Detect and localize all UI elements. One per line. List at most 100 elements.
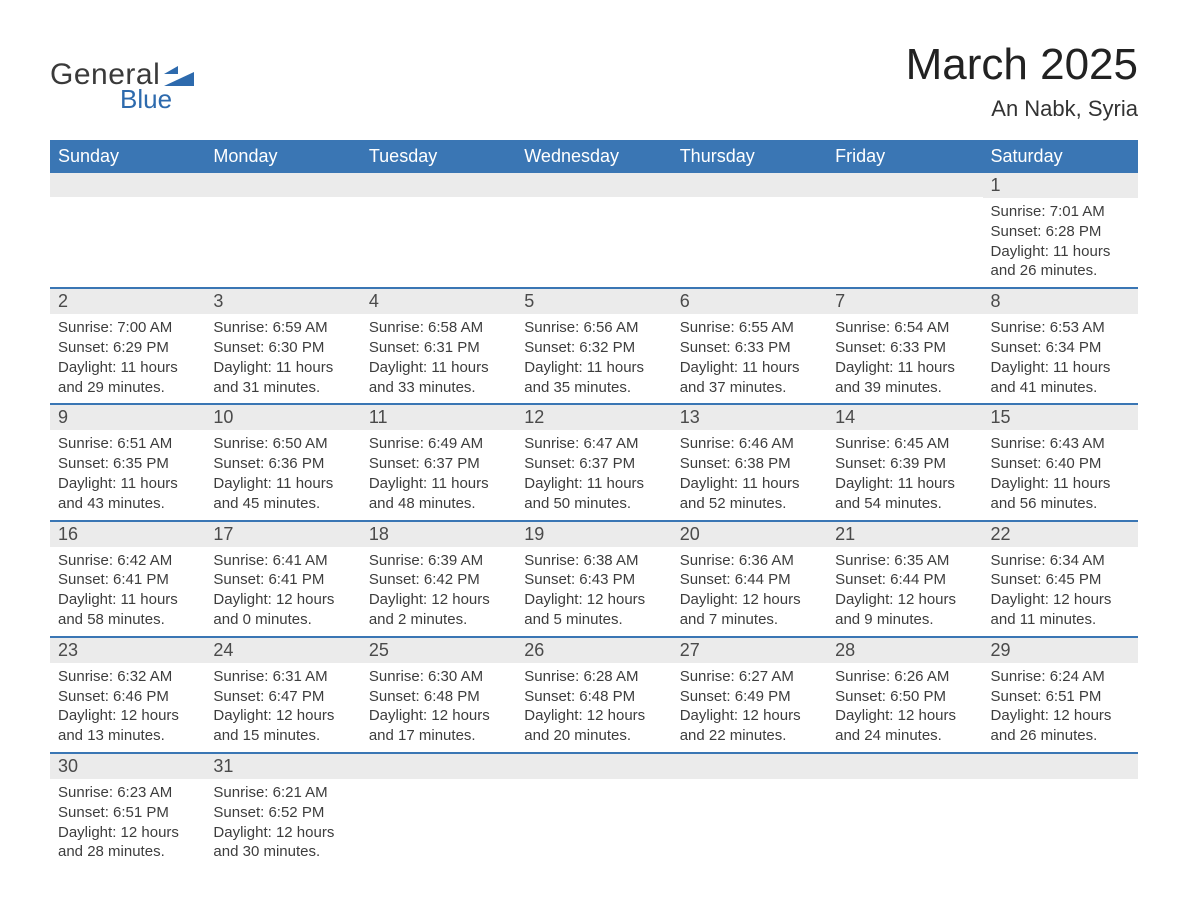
sunset-line: Sunset: 6:44 PM [835, 570, 974, 590]
sunrise-line: Sunrise: 6:42 AM [58, 551, 197, 571]
calendar-cell: 14Sunrise: 6:45 AMSunset: 6:39 PMDayligh… [827, 403, 982, 519]
day-details: Sunrise: 6:56 AMSunset: 6:32 PMDaylight:… [516, 314, 671, 403]
empty-day [50, 173, 205, 197]
sunset-line: Sunset: 6:43 PM [524, 570, 663, 590]
day-number: 11 [361, 403, 516, 430]
day-details: Sunrise: 6:26 AMSunset: 6:50 PMDaylight:… [827, 663, 982, 752]
day-number: 4 [361, 287, 516, 314]
daylight-line: Daylight: 11 hours and 56 minutes. [991, 474, 1130, 514]
sunrise-line: Sunrise: 6:53 AM [991, 318, 1130, 338]
sunrise-line: Sunrise: 6:43 AM [991, 434, 1130, 454]
sunrise-line: Sunrise: 6:58 AM [369, 318, 508, 338]
calendar-cell: 11Sunrise: 6:49 AMSunset: 6:37 PMDayligh… [361, 403, 516, 519]
day-details: Sunrise: 7:00 AMSunset: 6:29 PMDaylight:… [50, 314, 205, 403]
calendar-cell: 29Sunrise: 6:24 AMSunset: 6:51 PMDayligh… [983, 636, 1138, 752]
daylight-line: Daylight: 11 hours and 31 minutes. [213, 358, 352, 398]
weekday-header-row: SundayMondayTuesdayWednesdayThursdayFrid… [50, 140, 1138, 173]
daylight-line: Daylight: 12 hours and 11 minutes. [991, 590, 1130, 630]
day-number: 26 [516, 636, 671, 663]
weekday-header: Friday [827, 140, 982, 173]
sunrise-line: Sunrise: 6:28 AM [524, 667, 663, 687]
sunset-line: Sunset: 6:47 PM [213, 687, 352, 707]
calendar-cell: 2Sunrise: 7:00 AMSunset: 6:29 PMDaylight… [50, 287, 205, 403]
calendar-cell [672, 173, 827, 287]
empty-day [361, 752, 516, 779]
calendar-cell: 22Sunrise: 6:34 AMSunset: 6:45 PMDayligh… [983, 520, 1138, 636]
empty-day [827, 173, 982, 197]
daylight-line: Daylight: 12 hours and 9 minutes. [835, 590, 974, 630]
day-details: Sunrise: 6:32 AMSunset: 6:46 PMDaylight:… [50, 663, 205, 752]
day-number: 5 [516, 287, 671, 314]
weekday-header: Saturday [983, 140, 1138, 173]
calendar-cell: 20Sunrise: 6:36 AMSunset: 6:44 PMDayligh… [672, 520, 827, 636]
calendar-week-row: 9Sunrise: 6:51 AMSunset: 6:35 PMDaylight… [50, 403, 1138, 519]
day-details: Sunrise: 7:01 AMSunset: 6:28 PMDaylight:… [983, 198, 1138, 287]
sunset-line: Sunset: 6:49 PM [680, 687, 819, 707]
calendar-cell: 13Sunrise: 6:46 AMSunset: 6:38 PMDayligh… [672, 403, 827, 519]
day-number: 17 [205, 520, 360, 547]
calendar-cell: 8Sunrise: 6:53 AMSunset: 6:34 PMDaylight… [983, 287, 1138, 403]
calendar-cell: 23Sunrise: 6:32 AMSunset: 6:46 PMDayligh… [50, 636, 205, 752]
day-number: 18 [361, 520, 516, 547]
sunset-line: Sunset: 6:32 PM [524, 338, 663, 358]
sunset-line: Sunset: 6:51 PM [991, 687, 1130, 707]
brand-word-2: Blue [120, 84, 172, 115]
calendar-cell [516, 752, 671, 868]
day-details: Sunrise: 6:58 AMSunset: 6:31 PMDaylight:… [361, 314, 516, 403]
calendar-cell: 24Sunrise: 6:31 AMSunset: 6:47 PMDayligh… [205, 636, 360, 752]
daylight-line: Daylight: 11 hours and 45 minutes. [213, 474, 352, 514]
calendar-cell: 28Sunrise: 6:26 AMSunset: 6:50 PMDayligh… [827, 636, 982, 752]
weekday-header: Tuesday [361, 140, 516, 173]
calendar-cell [50, 173, 205, 287]
calendar-cell: 25Sunrise: 6:30 AMSunset: 6:48 PMDayligh… [361, 636, 516, 752]
calendar-cell: 30Sunrise: 6:23 AMSunset: 6:51 PMDayligh… [50, 752, 205, 868]
weekday-header: Monday [205, 140, 360, 173]
day-details: Sunrise: 6:30 AMSunset: 6:48 PMDaylight:… [361, 663, 516, 752]
daylight-line: Daylight: 12 hours and 2 minutes. [369, 590, 508, 630]
daylight-line: Daylight: 12 hours and 0 minutes. [213, 590, 352, 630]
calendar-page: General Blue March 2025 An Nabk, Syria S… [0, 0, 1188, 908]
sunset-line: Sunset: 6:40 PM [991, 454, 1130, 474]
daylight-line: Daylight: 12 hours and 15 minutes. [213, 706, 352, 746]
sunrise-line: Sunrise: 6:32 AM [58, 667, 197, 687]
sunset-line: Sunset: 6:34 PM [991, 338, 1130, 358]
empty-day [516, 752, 671, 779]
daylight-line: Daylight: 11 hours and 58 minutes. [58, 590, 197, 630]
empty-day [672, 173, 827, 197]
empty-day [827, 752, 982, 779]
daylight-line: Daylight: 11 hours and 48 minutes. [369, 474, 508, 514]
sunrise-line: Sunrise: 6:21 AM [213, 783, 352, 803]
daylight-line: Daylight: 12 hours and 20 minutes. [524, 706, 663, 746]
brand-triangle-icon [164, 66, 194, 86]
calendar-cell: 5Sunrise: 6:56 AMSunset: 6:32 PMDaylight… [516, 287, 671, 403]
day-number: 23 [50, 636, 205, 663]
sunrise-line: Sunrise: 6:26 AM [835, 667, 974, 687]
sunset-line: Sunset: 6:33 PM [680, 338, 819, 358]
calendar-cell [672, 752, 827, 868]
day-details: Sunrise: 6:24 AMSunset: 6:51 PMDaylight:… [983, 663, 1138, 752]
sunset-line: Sunset: 6:28 PM [991, 222, 1130, 242]
sunset-line: Sunset: 6:51 PM [58, 803, 197, 823]
calendar-cell [361, 752, 516, 868]
day-details: Sunrise: 6:34 AMSunset: 6:45 PMDaylight:… [983, 547, 1138, 636]
empty-day [672, 752, 827, 779]
sunrise-line: Sunrise: 6:23 AM [58, 783, 197, 803]
calendar-cell: 18Sunrise: 6:39 AMSunset: 6:42 PMDayligh… [361, 520, 516, 636]
empty-day [205, 173, 360, 197]
sunrise-line: Sunrise: 6:41 AM [213, 551, 352, 571]
calendar-cell: 1Sunrise: 7:01 AMSunset: 6:28 PMDaylight… [983, 173, 1138, 287]
daylight-line: Daylight: 12 hours and 30 minutes. [213, 823, 352, 863]
sunset-line: Sunset: 6:41 PM [213, 570, 352, 590]
sunrise-line: Sunrise: 6:38 AM [524, 551, 663, 571]
sunset-line: Sunset: 6:44 PM [680, 570, 819, 590]
daylight-line: Daylight: 11 hours and 54 minutes. [835, 474, 974, 514]
day-details: Sunrise: 6:36 AMSunset: 6:44 PMDaylight:… [672, 547, 827, 636]
sunrise-line: Sunrise: 6:54 AM [835, 318, 974, 338]
calendar-cell: 16Sunrise: 6:42 AMSunset: 6:41 PMDayligh… [50, 520, 205, 636]
sunset-line: Sunset: 6:38 PM [680, 454, 819, 474]
daylight-line: Daylight: 11 hours and 29 minutes. [58, 358, 197, 398]
calendar-week-row: 2Sunrise: 7:00 AMSunset: 6:29 PMDaylight… [50, 287, 1138, 403]
daylight-line: Daylight: 11 hours and 37 minutes. [680, 358, 819, 398]
calendar-cell: 26Sunrise: 6:28 AMSunset: 6:48 PMDayligh… [516, 636, 671, 752]
sunrise-line: Sunrise: 6:34 AM [991, 551, 1130, 571]
